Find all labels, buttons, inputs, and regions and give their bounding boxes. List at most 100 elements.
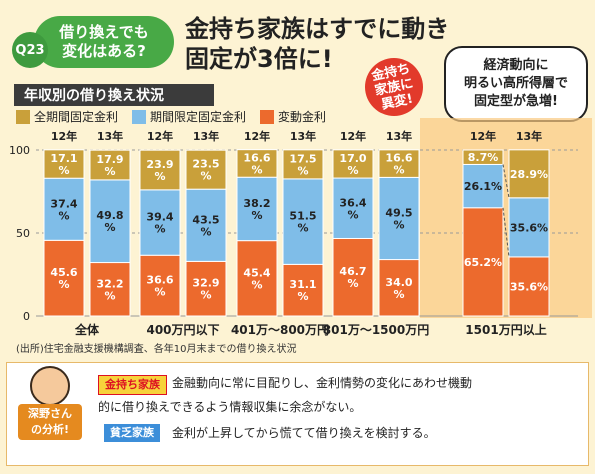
category-label: 401万～800万円 — [231, 323, 329, 337]
category-label: 801万～1500万円 — [323, 323, 429, 337]
data-label: 49.5% — [385, 206, 412, 231]
data-label: 38.2% — [243, 197, 270, 222]
data-label: 23.5% — [192, 158, 219, 183]
data-label: 17.0% — [339, 152, 366, 177]
bar-segment — [332, 237, 374, 317]
year-label: 13年 — [386, 129, 412, 143]
rich-family-tag: 金持ち家族 — [98, 375, 167, 395]
rich-family-text-2: 的に借り換えできるよう情報収集に余念がない。 — [98, 400, 362, 414]
bar-segment — [236, 149, 278, 178]
bar-segment — [332, 177, 374, 239]
callout-line-3: 固定型が急増! — [474, 94, 558, 109]
data-label: 26.1% — [464, 180, 502, 193]
year-label: 12年 — [470, 129, 496, 143]
year-label: 13年 — [516, 129, 542, 143]
bar-segment — [462, 149, 504, 165]
headline: 金持ち家族はすでに動き 固定が3倍に! — [185, 14, 449, 74]
data-label: 17.5% — [289, 152, 316, 177]
data-label: 28.9% — [510, 168, 548, 181]
bar-segment — [43, 149, 85, 179]
callout-bubble: 経済動向に 明るい高所得層で 固定型が急増! — [444, 46, 588, 122]
data-label: 46.7% — [339, 265, 366, 290]
bar-segment — [462, 207, 504, 317]
data-label: 39.4% — [146, 211, 173, 236]
bar-segment — [378, 176, 420, 261]
question-line-1: 借り換えでも — [59, 23, 149, 41]
bar-segment — [139, 149, 181, 191]
data-label: 45.4% — [243, 266, 270, 291]
data-label: 32.9% — [192, 277, 219, 302]
data-label: 35.6% — [510, 280, 548, 293]
legend-swatch-full-fixed — [16, 109, 30, 124]
connector-line — [502, 207, 510, 257]
data-label: 16.6% — [385, 152, 412, 177]
chart-title: 年収別の借り換え状況 — [14, 84, 214, 106]
question-number-badge: Q23 — [12, 32, 48, 68]
data-label: 17.9% — [96, 153, 123, 178]
data-label: 16.6% — [243, 151, 270, 176]
bar-segment — [89, 149, 131, 181]
data-label: 23.9% — [146, 158, 173, 183]
data-label: 49.8% — [96, 209, 123, 234]
data-label: 32.2% — [96, 277, 123, 302]
bar-segment — [185, 149, 227, 190]
question-line-2: 変化はある? — [62, 42, 146, 60]
source-note: (出所)住宅金融支援機構調査、各年10月末までの借り換え状況 — [16, 344, 297, 355]
data-label: 17.1% — [50, 152, 77, 177]
data-label: 36.6% — [146, 274, 173, 299]
data-label: 51.5% — [289, 210, 316, 235]
data-label: 43.5% — [192, 213, 219, 238]
advisor-line-2: の分析! — [30, 423, 70, 436]
rich-family-text-1: 金融動向に常に目配りし、金利情勢の変化にあわせ機動 — [172, 376, 473, 390]
bar-segment — [89, 262, 131, 317]
category-label: 400万円以下 — [146, 323, 219, 337]
legend-swatch-variable — [260, 109, 275, 124]
bar-segment — [282, 178, 324, 265]
advisor-line-1: 深野さん — [28, 407, 72, 420]
bar-segment — [43, 177, 85, 241]
bar-segment — [508, 149, 550, 199]
data-label: 36.4% — [339, 196, 366, 221]
bar-segment — [185, 188, 227, 262]
y-tick-label: 50 — [16, 227, 30, 240]
year-label: 12年 — [147, 129, 173, 143]
bar-segment — [282, 149, 324, 180]
bar-segment — [89, 179, 131, 264]
legend-item-variable: 変動金利 — [260, 108, 326, 125]
bar-segment — [139, 189, 181, 256]
bar-segment — [43, 239, 85, 317]
chart-legend: 全期間固定金利 期間限定固定金利 変動金利 — [16, 108, 326, 125]
data-label: 35.6% — [510, 221, 548, 234]
bar-segment — [378, 259, 420, 317]
callout-line-2: 明るい高所得層で — [463, 76, 568, 91]
advisor-caption: 深野さん の分析! — [18, 404, 82, 440]
bar-segment — [236, 176, 278, 242]
legend-label-full-fixed: 全期間固定金利 — [34, 110, 119, 124]
year-label: 12年 — [244, 129, 270, 143]
advisor-avatar — [30, 366, 70, 406]
bar-segment — [462, 163, 504, 209]
bar-segment — [139, 254, 181, 317]
y-tick-label: 100 — [9, 144, 30, 157]
legend-swatch-limited-fixed — [132, 109, 147, 124]
highlight-panel — [420, 118, 592, 318]
bar-segment — [332, 149, 374, 179]
year-label: 13年 — [290, 129, 316, 143]
legend-item-limited-fixed: 期間限定固定金利 — [132, 108, 246, 125]
year-label: 13年 — [97, 129, 123, 143]
year-label: 13年 — [193, 129, 219, 143]
callout-line-1: 経済動向に — [483, 58, 549, 73]
poor-family-text: 金利が上昇してから慌てて借り換えを検討する。 — [172, 426, 436, 440]
poor-family-tag: 貧乏家族 — [104, 424, 160, 442]
connector-line — [502, 164, 510, 198]
legend-item-full-fixed: 全期間固定金利 — [16, 108, 118, 125]
bar-segment — [236, 240, 278, 317]
bar-segment — [508, 197, 550, 258]
data-label: 31.1% — [289, 278, 316, 303]
legend-label-limited-fixed: 期間限定固定金利 — [150, 110, 247, 124]
data-label: 37.4% — [50, 197, 77, 222]
bar-segment — [185, 260, 227, 317]
data-label: 8.7% — [468, 151, 499, 164]
data-label: 34.0% — [385, 276, 412, 301]
